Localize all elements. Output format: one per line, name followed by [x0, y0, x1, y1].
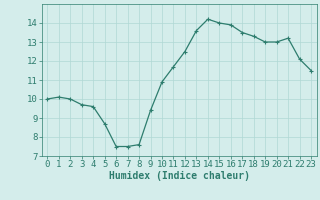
X-axis label: Humidex (Indice chaleur): Humidex (Indice chaleur) — [109, 171, 250, 181]
